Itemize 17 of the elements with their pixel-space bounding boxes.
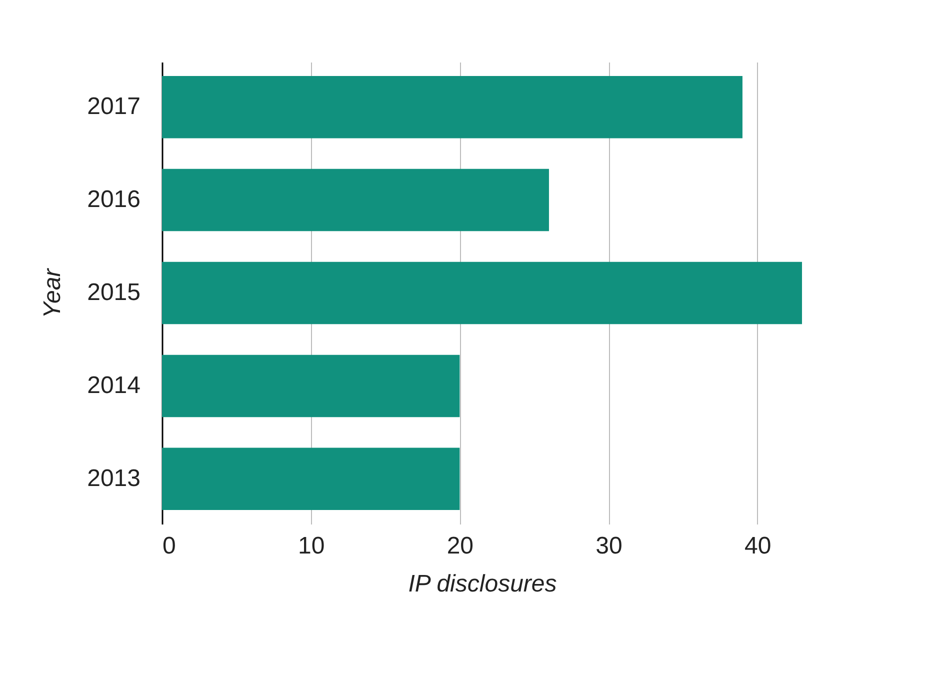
bar	[162, 76, 742, 138]
bar	[162, 262, 802, 324]
bar	[162, 168, 549, 232]
y-tick-label: 2014	[87, 372, 140, 399]
x-tick-label: 30	[596, 532, 622, 560]
y-tick-label: 2016	[87, 186, 140, 214]
x-tick-label: 0	[162, 532, 176, 560]
x-axis-title: IP disclosures	[408, 570, 557, 598]
y-tick-label: 2015	[87, 279, 140, 306]
y-tick-label: 2017	[87, 93, 140, 120]
bar	[162, 354, 460, 418]
y-tick-label: 2013	[87, 464, 140, 492]
x-tick-label: 20	[446, 532, 474, 560]
x-tick-label: 10	[298, 532, 325, 560]
bar	[162, 448, 460, 510]
y-axis-title: Year	[39, 268, 66, 318]
x-tick-label: 40	[744, 532, 772, 560]
